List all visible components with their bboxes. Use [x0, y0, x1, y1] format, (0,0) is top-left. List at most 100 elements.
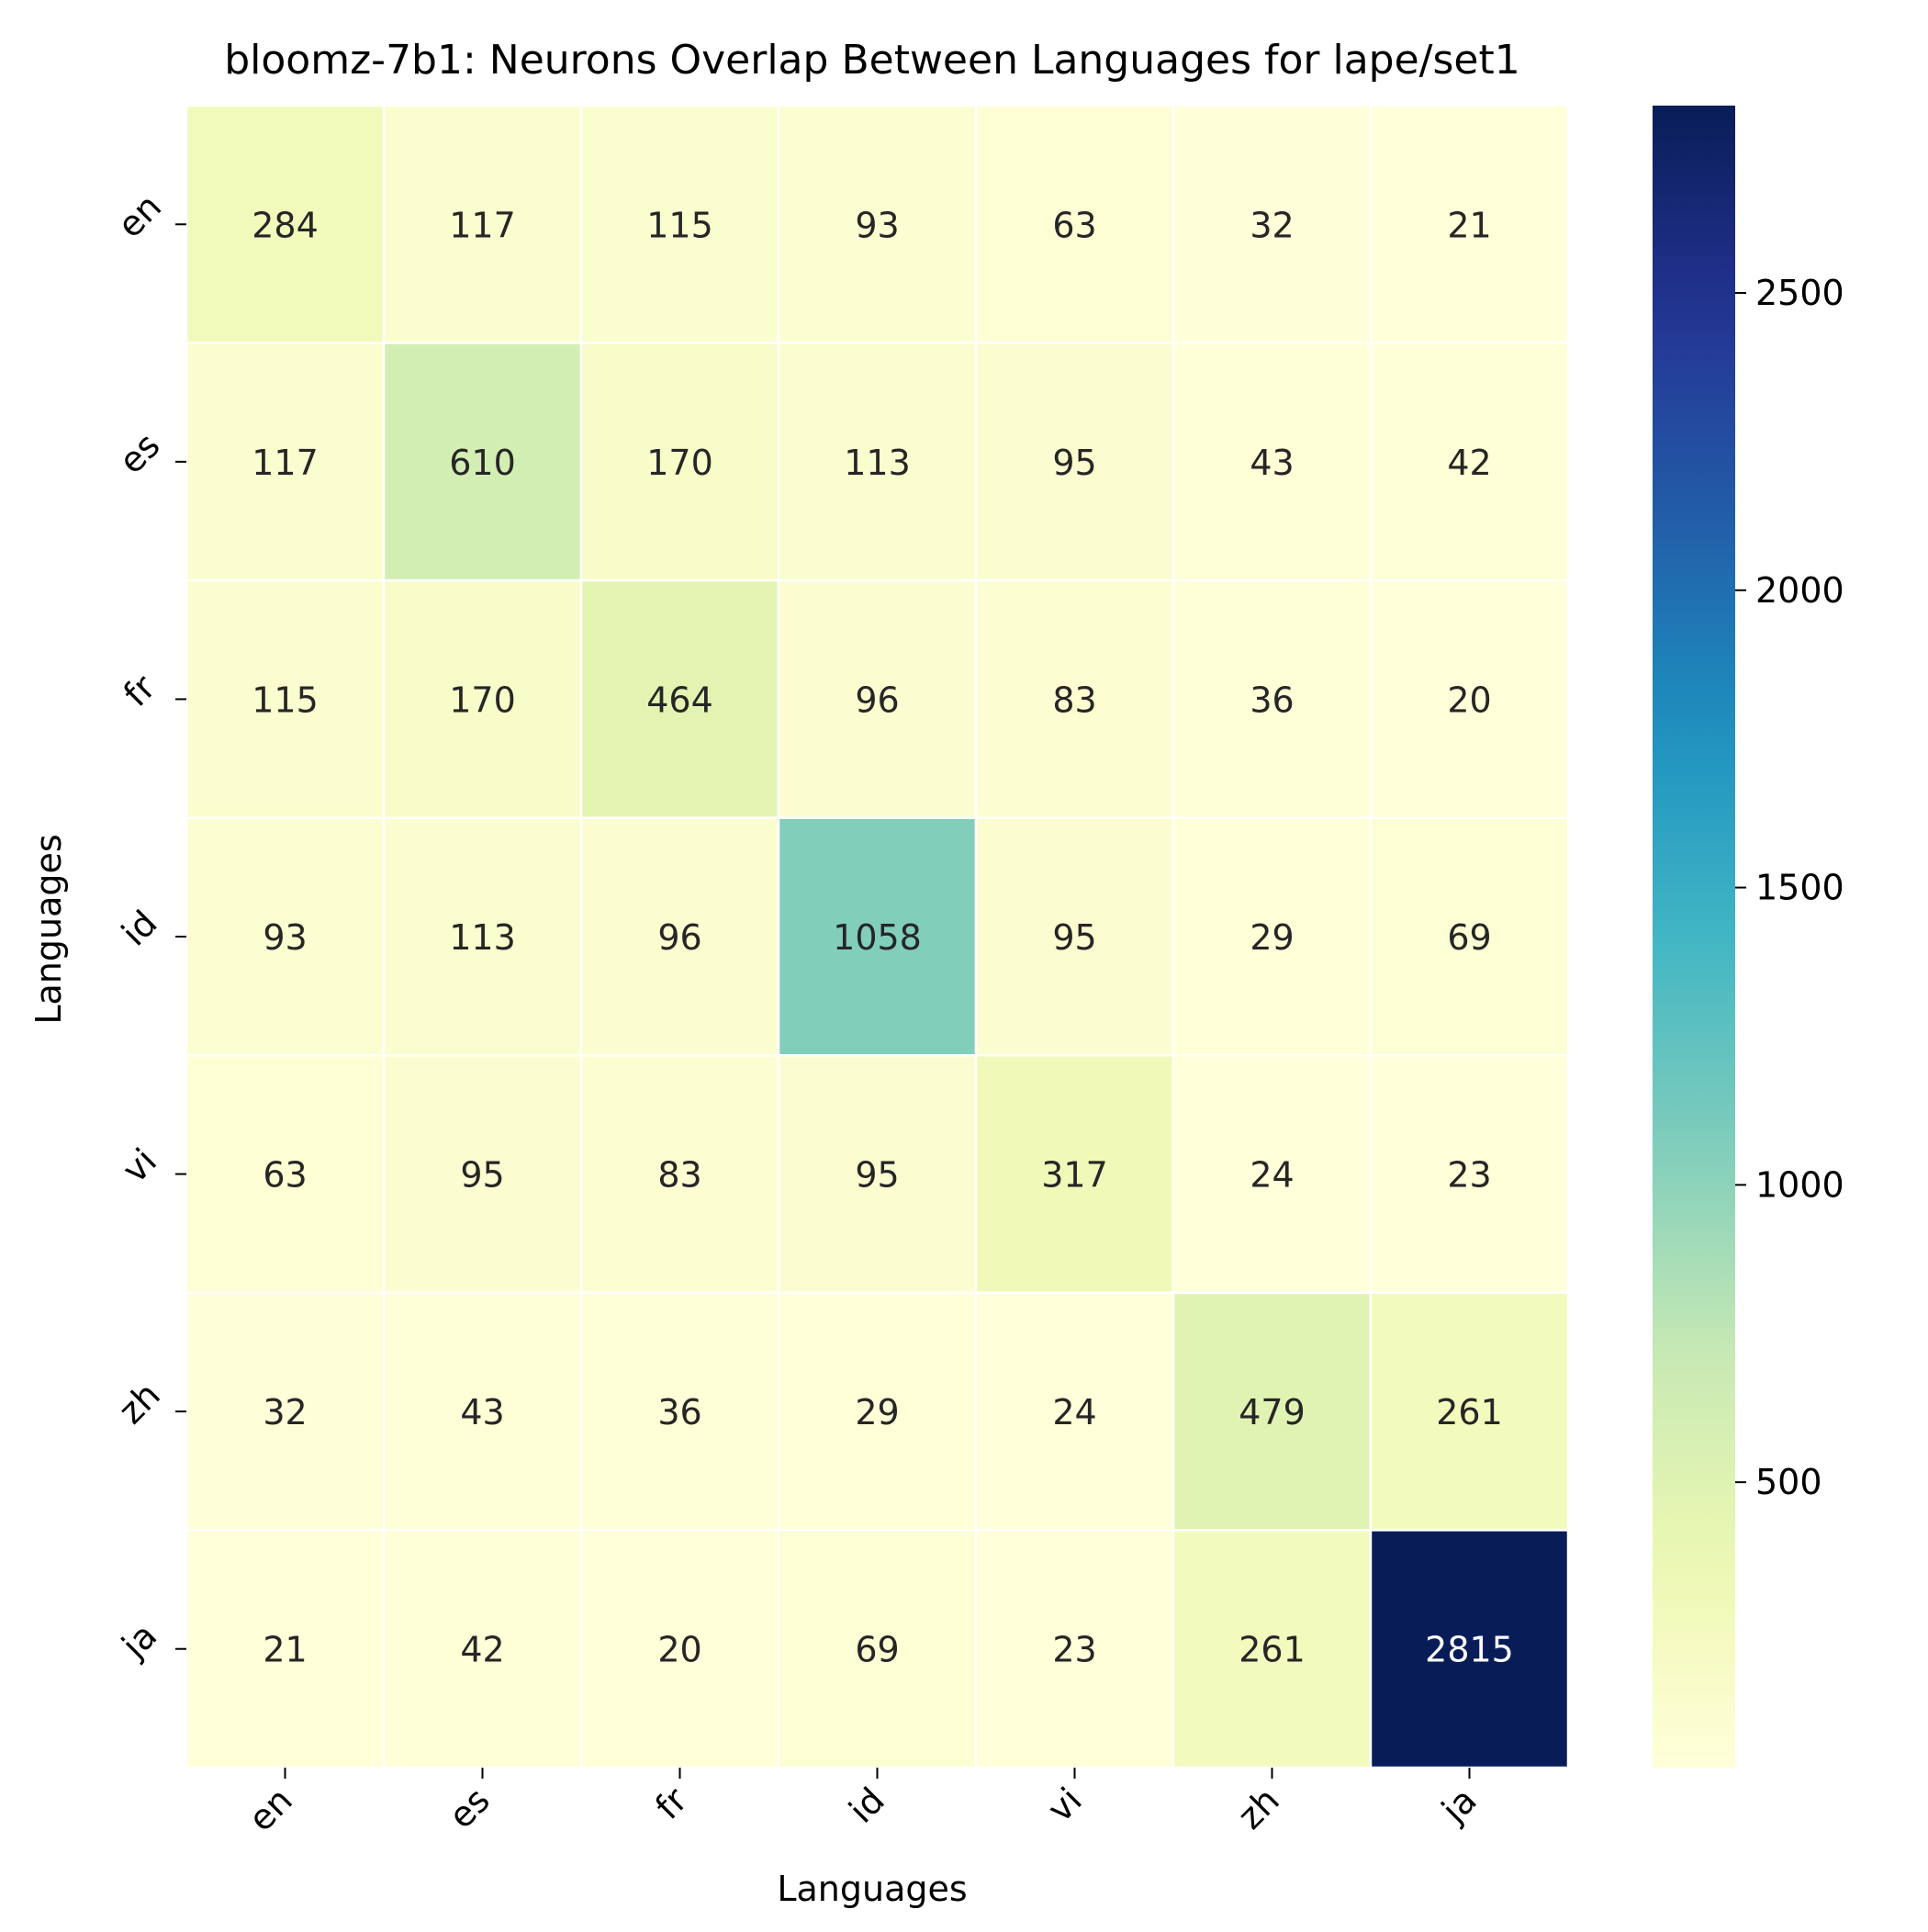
- heatmap-cell: [382, 104, 583, 344]
- heatmap-cell: [777, 578, 978, 819]
- cell-value-label: 261: [1239, 1630, 1306, 1670]
- heatmap-cell: [974, 578, 1175, 819]
- colorbar-tick-label: 2000: [1755, 570, 1844, 611]
- colorbar-tick-label: 2500: [1755, 273, 1844, 313]
- heatmap-cell: [579, 342, 780, 582]
- colorbar: 500 1000 1500 2000 2500: [1653, 106, 1844, 1768]
- cell-value-label: 20: [1447, 680, 1491, 720]
- x-tick-label: en: [241, 1780, 300, 1839]
- heatmap-cell: [1369, 1291, 1570, 1532]
- heatmap-cell: [1369, 1529, 1570, 1769]
- cell-value-label: 479: [1239, 1392, 1306, 1432]
- cell-value-label: 42: [460, 1630, 504, 1670]
- heatmap-cell: [579, 1054, 780, 1295]
- cell-value-label: 95: [1052, 917, 1096, 958]
- y-tick-label: es: [111, 425, 168, 482]
- heatmap-cell: [579, 104, 780, 344]
- heatmap-cell: [974, 1291, 1175, 1532]
- cell-value-label: 32: [263, 1392, 307, 1432]
- heatmap-cell: [185, 578, 386, 819]
- y-tick-label: zh: [111, 1375, 168, 1432]
- heatmap-cell: [777, 816, 978, 1057]
- cell-value-label: 464: [646, 680, 713, 720]
- heatmap-cell: [777, 104, 978, 344]
- x-tick-label: zh: [1230, 1780, 1287, 1837]
- colorbar-tick-label: 500: [1755, 1462, 1822, 1502]
- cell-value-label: 69: [855, 1630, 899, 1670]
- cell-value-label: 117: [449, 205, 516, 245]
- heatmap-cell: [974, 104, 1175, 344]
- heatmap-cell: [185, 1529, 386, 1769]
- cell-value-label: 170: [449, 680, 516, 720]
- heatmap-cell: [1369, 342, 1570, 582]
- heatmap-cell: [382, 1291, 583, 1532]
- cell-value-label: 317: [1041, 1155, 1108, 1196]
- heatmap-cell: [1171, 104, 1373, 344]
- cell-value-label: 96: [657, 917, 701, 958]
- cell-value-label: 63: [1052, 205, 1096, 245]
- cell-value-label: 21: [1447, 205, 1491, 245]
- cell-value-label: 261: [1436, 1392, 1503, 1432]
- cell-value-label: 95: [855, 1155, 899, 1196]
- x-tick-label: fr: [647, 1780, 695, 1827]
- heatmap-cell: [1171, 342, 1373, 582]
- y-tick-label: id: [114, 903, 165, 954]
- heatmap-cell: [974, 1529, 1175, 1769]
- cell-value-label: 69: [1447, 917, 1491, 958]
- cell-value-label: 23: [1447, 1155, 1491, 1196]
- y-axis: en es fr id vi zh ja: [109, 186, 186, 1667]
- cell-value-label: 36: [657, 1392, 701, 1432]
- cell-value-label: 83: [1052, 680, 1096, 720]
- heatmap-cell: [1369, 1054, 1570, 1295]
- heatmap-cell: [382, 816, 583, 1057]
- heatmap-cell: [185, 1291, 386, 1532]
- heatmap-cell: [185, 1054, 386, 1295]
- heatmap-cell: [579, 1291, 780, 1532]
- cell-value-label: 113: [449, 917, 516, 958]
- cell-value-label: 284: [252, 205, 319, 245]
- heatmap-cell: [777, 1291, 978, 1532]
- heatmap-cell: [579, 578, 780, 819]
- cell-value-label: 24: [1052, 1392, 1096, 1432]
- heatmap-cell: [1171, 578, 1373, 819]
- cell-value-label: 117: [252, 443, 319, 483]
- x-axis: en es fr id vi zh ja: [241, 1768, 1485, 1839]
- cell-value-label: 20: [657, 1630, 701, 1670]
- cell-value-label: 170: [646, 443, 713, 483]
- cell-value-label: 2815: [1425, 1630, 1514, 1670]
- y-tick-label: vi: [115, 1140, 164, 1190]
- cell-value-label: 95: [1052, 443, 1096, 483]
- x-axis-label: Languages: [777, 1869, 967, 1909]
- heatmap-cell: [185, 816, 386, 1057]
- x-tick-label: ja: [1433, 1780, 1485, 1831]
- cell-value-label: 21: [263, 1630, 307, 1670]
- x-tick-label: es: [441, 1780, 498, 1837]
- cell-value-label: 610: [449, 443, 516, 483]
- cell-value-label: 93: [263, 917, 307, 958]
- chart-title: bloomz-7b1: Neurons Overlap Between Lang…: [224, 37, 1520, 84]
- cell-value-label: 32: [1250, 205, 1294, 245]
- cell-value-label: 43: [460, 1392, 504, 1432]
- cell-value-label: 83: [657, 1155, 701, 1196]
- cell-value-label: 113: [844, 443, 911, 483]
- cell-value-label: 42: [1447, 443, 1491, 483]
- cell-value-label: 95: [460, 1155, 504, 1196]
- cell-value-label: 1058: [833, 917, 922, 958]
- y-tick-label: en: [109, 186, 169, 246]
- cell-value-label: 93: [855, 205, 899, 245]
- heatmap-cell: [974, 342, 1175, 582]
- cell-value-label: 29: [1250, 917, 1294, 958]
- heatmap-cell: [1369, 578, 1570, 819]
- cell-value-label: 115: [646, 205, 713, 245]
- heatmap-cell: [382, 578, 583, 819]
- cell-value-label: 63: [263, 1155, 307, 1196]
- heatmap-cell: [1171, 1529, 1373, 1769]
- x-tick-label: vi: [1039, 1780, 1089, 1829]
- heatmap-cell: [185, 104, 386, 344]
- colorbar-tick-label: 1000: [1755, 1164, 1844, 1205]
- heatmap-cells: 284 117 115 93 63 32 21 117 610 170 113 95 43 42 115 17…: [185, 104, 1570, 1769]
- heatmap-cell: [579, 1529, 780, 1769]
- colorbar-tick-label: 1500: [1755, 868, 1844, 908]
